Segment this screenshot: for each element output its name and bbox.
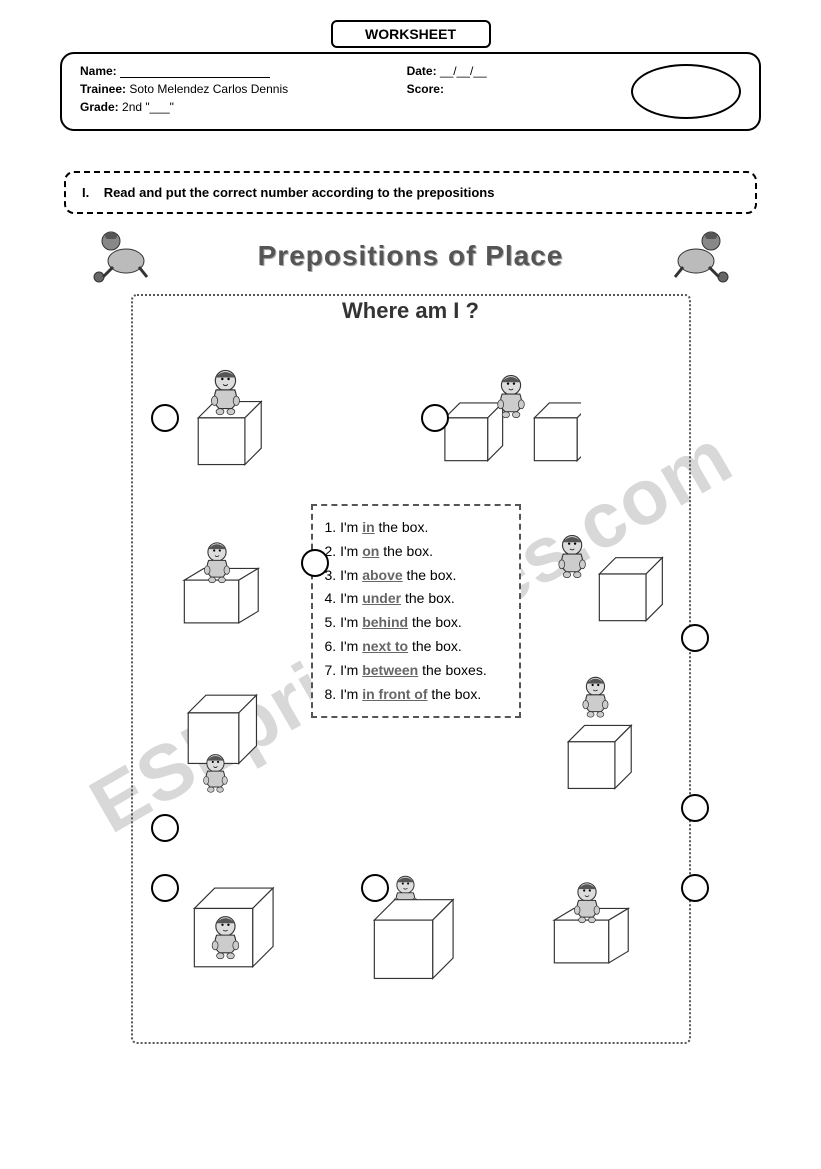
scene-between xyxy=(441,344,581,484)
legend-item: 6. I'm next to the box. xyxy=(325,635,507,659)
answer-circle-on[interactable] xyxy=(151,404,179,432)
name-field-line[interactable] xyxy=(120,66,270,78)
scene-next_to xyxy=(541,504,681,644)
answer-circle-in[interactable] xyxy=(301,549,329,577)
legend-box: 1. I'm in the box.2. I'm on the box.3. I… xyxy=(311,504,521,718)
legend-item: 4. I'm under the box. xyxy=(325,587,507,611)
trainee-label: Trainee: xyxy=(80,82,126,96)
answer-circle-behind[interactable] xyxy=(361,874,389,902)
header-left: Name: Trainee: Soto Melendez Carlos Denn… xyxy=(80,64,387,114)
legend-item: 8. I'm in front of the box. xyxy=(325,683,507,707)
crawling-baby-icon xyxy=(91,229,161,284)
score-label: Score: xyxy=(407,82,444,96)
instruction-text: Read and put the correct number accordin… xyxy=(104,185,495,200)
instruction-box: I. Read and put the correct number accor… xyxy=(64,171,757,214)
instruction-numeral: I. xyxy=(82,185,89,200)
legend-item: 3. I'm above the box. xyxy=(325,564,507,588)
date-value: __/__/__ xyxy=(440,64,487,78)
date-label: Date: xyxy=(407,64,437,78)
crawling-baby-icon xyxy=(661,229,731,284)
grade-value: 2nd "___" xyxy=(122,100,174,114)
header-box: Name: Trainee: Soto Melendez Carlos Denn… xyxy=(60,52,761,131)
score-oval[interactable] xyxy=(631,64,741,119)
grade-label: Grade: xyxy=(80,100,119,114)
banner-title: Prepositions of Place xyxy=(101,234,721,272)
scene-infront xyxy=(171,854,311,994)
answer-circle-above[interactable] xyxy=(681,794,709,822)
answer-circle-next_to[interactable] xyxy=(681,624,709,652)
scene-in2 xyxy=(531,854,671,994)
answer-circle-infront[interactable] xyxy=(151,874,179,902)
header-mid: Date: __/__/__ Score: xyxy=(407,64,611,96)
legend-item: 7. I'm between the boxes. xyxy=(325,659,507,683)
scene-above xyxy=(541,664,681,804)
name-label: Name: xyxy=(80,64,117,78)
score-row: Score: xyxy=(407,82,611,96)
legend-item: 2. I'm on the box. xyxy=(325,540,507,564)
legend-item: 1. I'm in the box. xyxy=(325,516,507,540)
title-tab: WORKSHEET xyxy=(331,20,491,48)
scene-in xyxy=(161,514,301,654)
activity-area: Prepositions of Place Where am I ? 1. I'… xyxy=(101,234,721,1054)
answer-circle-under[interactable] xyxy=(151,814,179,842)
worksheet-page: WORKSHEET Name: Trainee: Soto Melendez C… xyxy=(0,0,821,1074)
date-row: Date: __/__/__ xyxy=(407,64,611,78)
trainee-row: Trainee: Soto Melendez Carlos Dennis xyxy=(80,82,387,96)
name-row: Name: xyxy=(80,64,387,78)
legend-item: 5. I'm behind the box. xyxy=(325,611,507,635)
answer-circle-in2[interactable] xyxy=(681,874,709,902)
grade-row: Grade: 2nd "___" xyxy=(80,100,387,114)
trainee-value: Soto Melendez Carlos Dennis xyxy=(129,82,288,96)
scene-under xyxy=(161,674,301,814)
scene-on xyxy=(171,344,311,484)
answer-circle-between[interactable] xyxy=(421,404,449,432)
